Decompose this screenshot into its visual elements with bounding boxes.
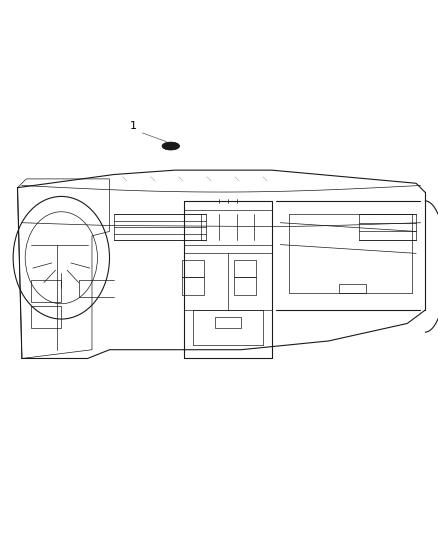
Bar	[31, 280, 61, 302]
Bar	[182, 260, 204, 278]
Ellipse shape	[162, 142, 180, 150]
Bar	[215, 317, 241, 328]
Bar	[339, 284, 366, 293]
Bar	[182, 278, 204, 295]
Text: 1: 1	[130, 122, 137, 131]
Bar	[234, 260, 256, 278]
Bar	[31, 306, 61, 328]
Bar	[234, 278, 256, 295]
